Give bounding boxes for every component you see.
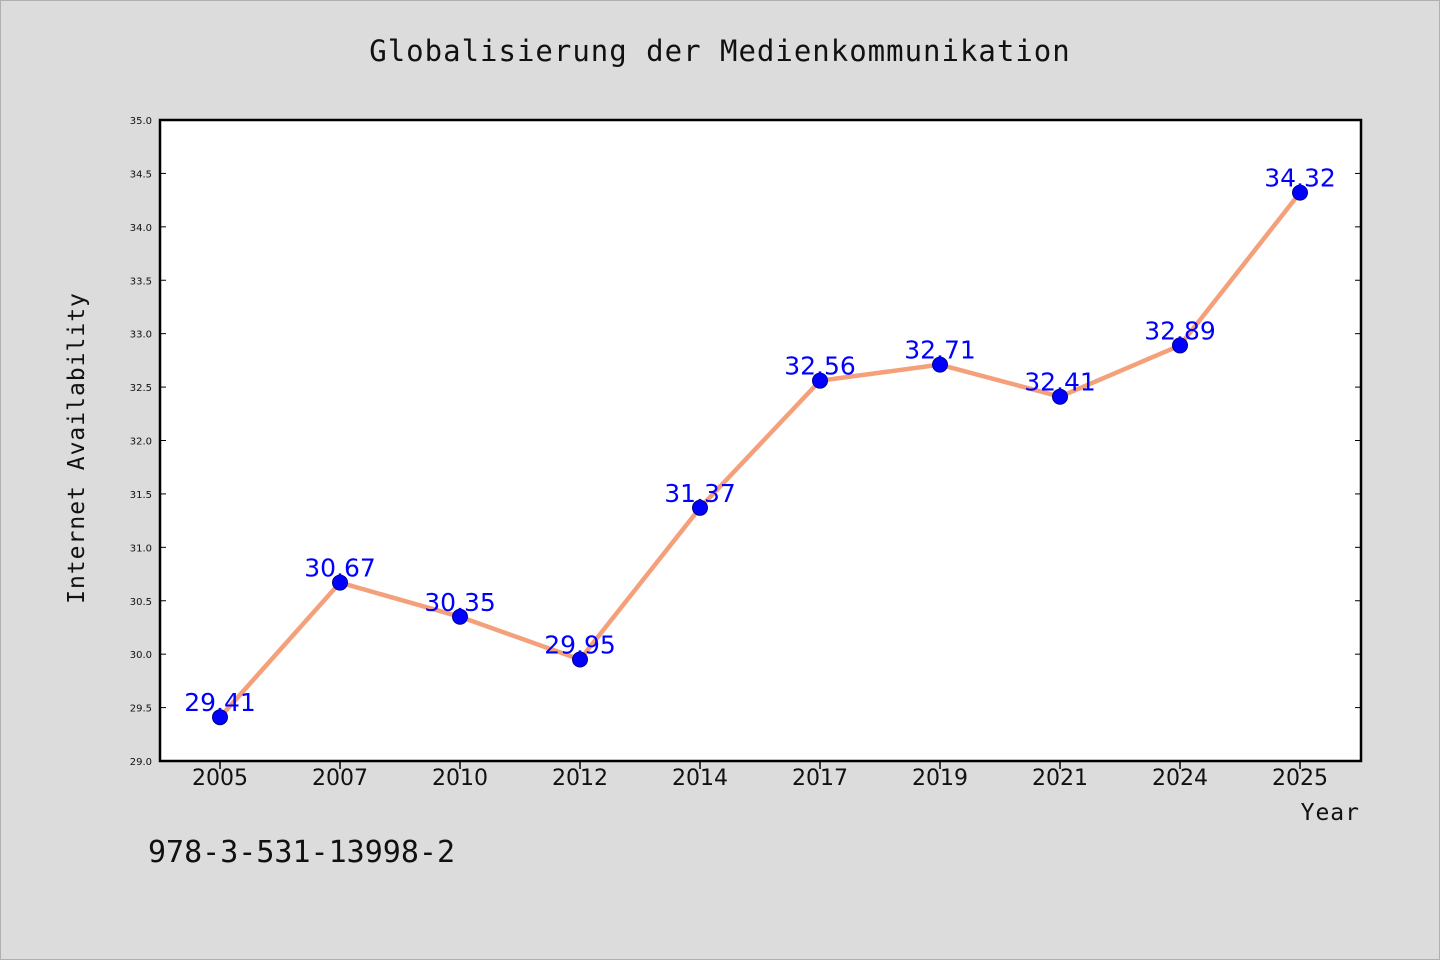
y-tick-label: 29.0 [130,757,152,768]
x-axis-ticks: 2005 2007 2010 2012 2014 2017 2019 2021 2024 2025 [192,761,1328,791]
y-tick-label: 34.5 [130,169,152,180]
data-label-layer: 29.41 30.67 30.35 29.95 31.37 32.56 32.71 32.41… [184,164,1336,718]
x-tick-label: 2024 [1152,766,1208,791]
data-point [332,574,348,591]
x-tick-label: 2017 [792,766,848,791]
y-tick-label: 30.0 [130,650,152,661]
x-tick-label: 2010 [432,766,488,791]
isbn-text: 978-3-531-13998-2 [148,835,456,870]
y-tick-label: 33.0 [130,330,152,341]
x-tick-label: 2005 [192,766,248,791]
x-tick-label: 2007 [312,766,368,791]
data-label: 32.71 [904,336,976,365]
x-tick-label: 2025 [1272,766,1328,791]
data-point [572,651,588,668]
data-label: 31.37 [664,479,736,508]
y-axis-label: Internet Availability [64,292,90,604]
data-label: 32.41 [1024,368,1096,397]
data-point [1052,388,1068,405]
x-axis-label: Year [1301,800,1360,826]
data-point [1292,184,1308,201]
y-tick-label: 31.5 [130,490,152,501]
data-point [812,372,828,389]
y-tick-label: 33.5 [130,276,152,287]
data-label: 34.32 [1264,164,1336,193]
data-label: 29.95 [544,631,616,660]
data-label: 32.89 [1144,316,1216,345]
data-label: 29.41 [184,688,256,717]
y-tick-label: 30.5 [130,597,152,608]
y-axis-ticks: 29.0 29.5 30.0 30.5 31.0 31.5 32.0 32.5 33.0 33.5… [130,116,1361,768]
series-layer [212,184,1308,726]
data-point [1172,337,1188,354]
series-line [217,190,1303,720]
x-tick-label: 2019 [912,766,968,791]
chart-title: Globalisierung der Medienkommunikation [369,34,1071,68]
y-tick-label: 29.5 [130,704,152,715]
data-point [932,356,948,373]
data-label: 30.67 [304,554,376,583]
y-tick-label: 31.0 [130,543,152,554]
y-tick-label: 32.5 [130,383,152,394]
x-tick-label: 2012 [552,766,608,791]
x-tick-label: 2021 [1032,766,1088,791]
data-point [212,709,228,726]
y-tick-label: 32.0 [130,437,152,448]
y-tick-label: 34.0 [130,223,152,234]
data-label: 32.56 [784,352,856,381]
data-point [452,608,468,625]
x-tick-label: 2014 [672,766,728,791]
data-label: 30.35 [424,588,496,617]
data-point [692,499,708,516]
y-tick-label: 35.0 [130,116,152,127]
